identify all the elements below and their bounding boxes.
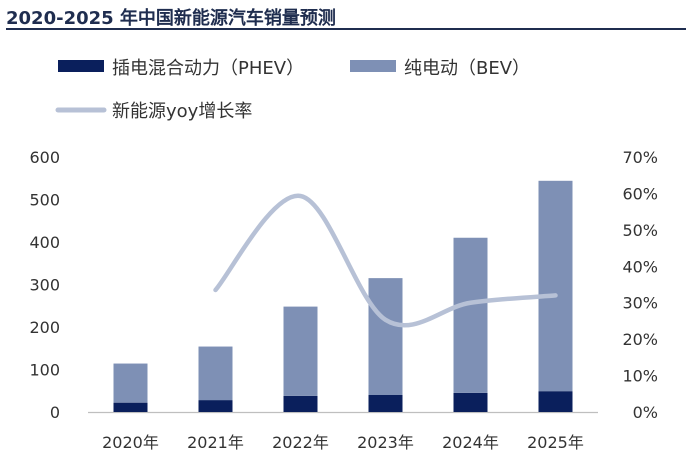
bar-phev-1 xyxy=(198,400,233,412)
ticks: 0 100 200 300 400 500 600 0% 10% 20% 30% 40% 50% 60% 7… xyxy=(29,148,658,452)
y-tick-left-6: 600 xyxy=(29,148,60,167)
title-bar: 2020-2025 年中国新能源汽车销量预测 xyxy=(6,2,686,30)
x-tick-5: 2025年 xyxy=(527,433,584,452)
y-tick-left-1: 100 xyxy=(29,361,60,380)
y-tick-right-7: 70% xyxy=(622,148,658,167)
x-tick-2: 2022年 xyxy=(272,433,329,452)
yoy-line-group xyxy=(213,193,558,328)
legend: 插电混合动力（PHEV） 纯电动（BEV） 新能源yoy增长率 xyxy=(55,58,530,122)
y-tick-left-5: 500 xyxy=(29,191,60,210)
bar-bev-1 xyxy=(198,346,233,401)
bar-bev-4 xyxy=(453,237,488,393)
bar-bev-5 xyxy=(538,180,573,392)
y-tick-right-4: 40% xyxy=(622,257,658,276)
y-tick-right-1: 10% xyxy=(622,367,658,386)
yoy-line xyxy=(213,193,558,328)
legend-label-yoy: 新能源yoy增长率 xyxy=(112,101,252,122)
x-tick-0: 2020年 xyxy=(102,433,159,452)
bar-phev-3 xyxy=(368,395,403,412)
y-tick-right-3: 30% xyxy=(622,294,658,313)
y-tick-left-3: 300 xyxy=(29,276,60,295)
y-tick-left-4: 400 xyxy=(29,233,60,252)
bar-phev-4 xyxy=(453,392,488,412)
y-tick-left-2: 200 xyxy=(29,318,60,337)
bar-bev-2 xyxy=(283,306,318,396)
legend-swatch-phev xyxy=(58,60,104,72)
legend-label-phev: 插电混合动力（PHEV） xyxy=(112,58,304,79)
bar-bev-0 xyxy=(113,363,148,403)
x-tick-4: 2024年 xyxy=(442,433,499,452)
y-tick-right-6: 60% xyxy=(622,184,658,203)
x-tick-1: 2021年 xyxy=(187,433,244,452)
bar-bev-3 xyxy=(368,278,403,395)
y-tick-left-0: 0 xyxy=(50,403,60,422)
y-tick-right-0: 0% xyxy=(633,403,658,422)
legend-swatch-bev xyxy=(350,60,396,72)
chart-title: 2020-2025 年中国新能源汽车销量预测 xyxy=(6,8,336,29)
bars xyxy=(113,180,573,412)
y-tick-right-5: 50% xyxy=(622,221,658,240)
bar-phev-2 xyxy=(283,395,318,412)
x-tick-3: 2023年 xyxy=(357,433,414,452)
legend-label-bev: 纯电动（BEV） xyxy=(404,58,530,79)
bar-phev-0 xyxy=(113,402,148,412)
y-tick-right-2: 20% xyxy=(622,330,658,349)
bar-phev-5 xyxy=(538,391,573,412)
